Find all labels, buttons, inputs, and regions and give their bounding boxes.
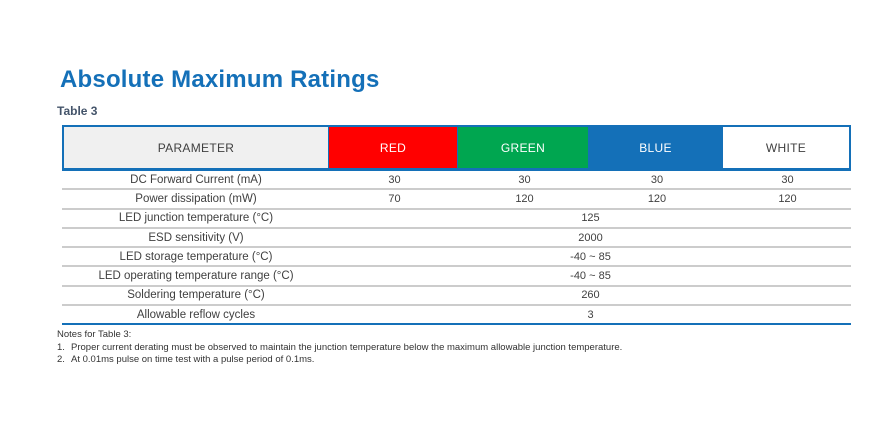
table-notes: Notes for Table 3: 1. Proper current der… [57,329,857,366]
table-row: LED storage temperature (°C) -40 ~ 85 [62,248,851,268]
value-merged: 260 [581,289,600,302]
row-label: Power dissipation (mW) [135,192,257,205]
value-merged: 2000 [578,231,603,244]
value-merged: -40 ~ 85 [570,270,611,283]
row-label: DC Forward Current (mA) [130,173,262,186]
value-green: 30 [518,173,531,186]
page-title: Absolute Maximum Ratings [60,66,380,93]
value-blue: 30 [650,173,664,186]
value-red: 30 [388,173,401,186]
value-merged: -40 ~ 85 [570,250,611,263]
header-parameter: PARAMETER [64,127,328,168]
table-row: Allowable reflow cycles 3 [62,306,851,326]
header-white: WHITE [722,127,849,168]
value-green: 120 [515,192,534,205]
note-text: At 0.01ms pulse on time test with a puls… [71,354,315,366]
row-label: LED junction temperature (°C) [118,212,274,225]
header-blue: BLUE [588,127,722,168]
table-row: LED operating temperature range (°C) -40… [62,267,851,287]
note-number: 2. [57,354,65,366]
value-white: 30 [781,173,794,186]
row-label: LED operating temperature range (°C) [98,270,294,283]
row-label: Allowable reflow cycles [136,308,256,321]
value-blue: 120 [647,192,667,205]
note-text: Proper current derating must be observed… [71,341,623,353]
row-label: Soldering temperature (°C) [127,289,265,302]
table-row: DC Forward Current (mA) 30 30 30 30 [62,171,851,191]
table-row: ESD sensitivity (V) 2000 [62,229,851,249]
ratings-table: PARAMETER RED GREEN BLUE WHITE DC Forwar… [62,125,851,326]
note-number: 1. [57,341,65,353]
table-label: Table 3 [57,104,98,118]
row-label: ESD sensitivity (V) [148,231,244,244]
notes-heading: Notes for Table 3: [57,329,132,341]
header-green: GREEN [457,127,588,168]
value-merged: 125 [581,212,600,225]
note-item: 2. At 0.01ms pulse on time test with a p… [57,354,857,366]
header-red: RED [328,127,457,168]
note-item: 1. Proper current derating must be obser… [57,342,857,354]
table-row: Soldering temperature (°C) 260 [62,287,851,307]
table-row: LED junction temperature (°C) 125 [62,210,851,229]
value-merged: 3 [587,308,594,321]
value-white: 120 [778,192,797,205]
value-red: 70 [388,192,401,205]
table-row: Power dissipation (mW) 70 120 120 120 [62,190,851,210]
row-label: LED storage temperature (°C) [119,250,273,263]
table-header-row: PARAMETER RED GREEN BLUE WHITE [62,125,851,171]
